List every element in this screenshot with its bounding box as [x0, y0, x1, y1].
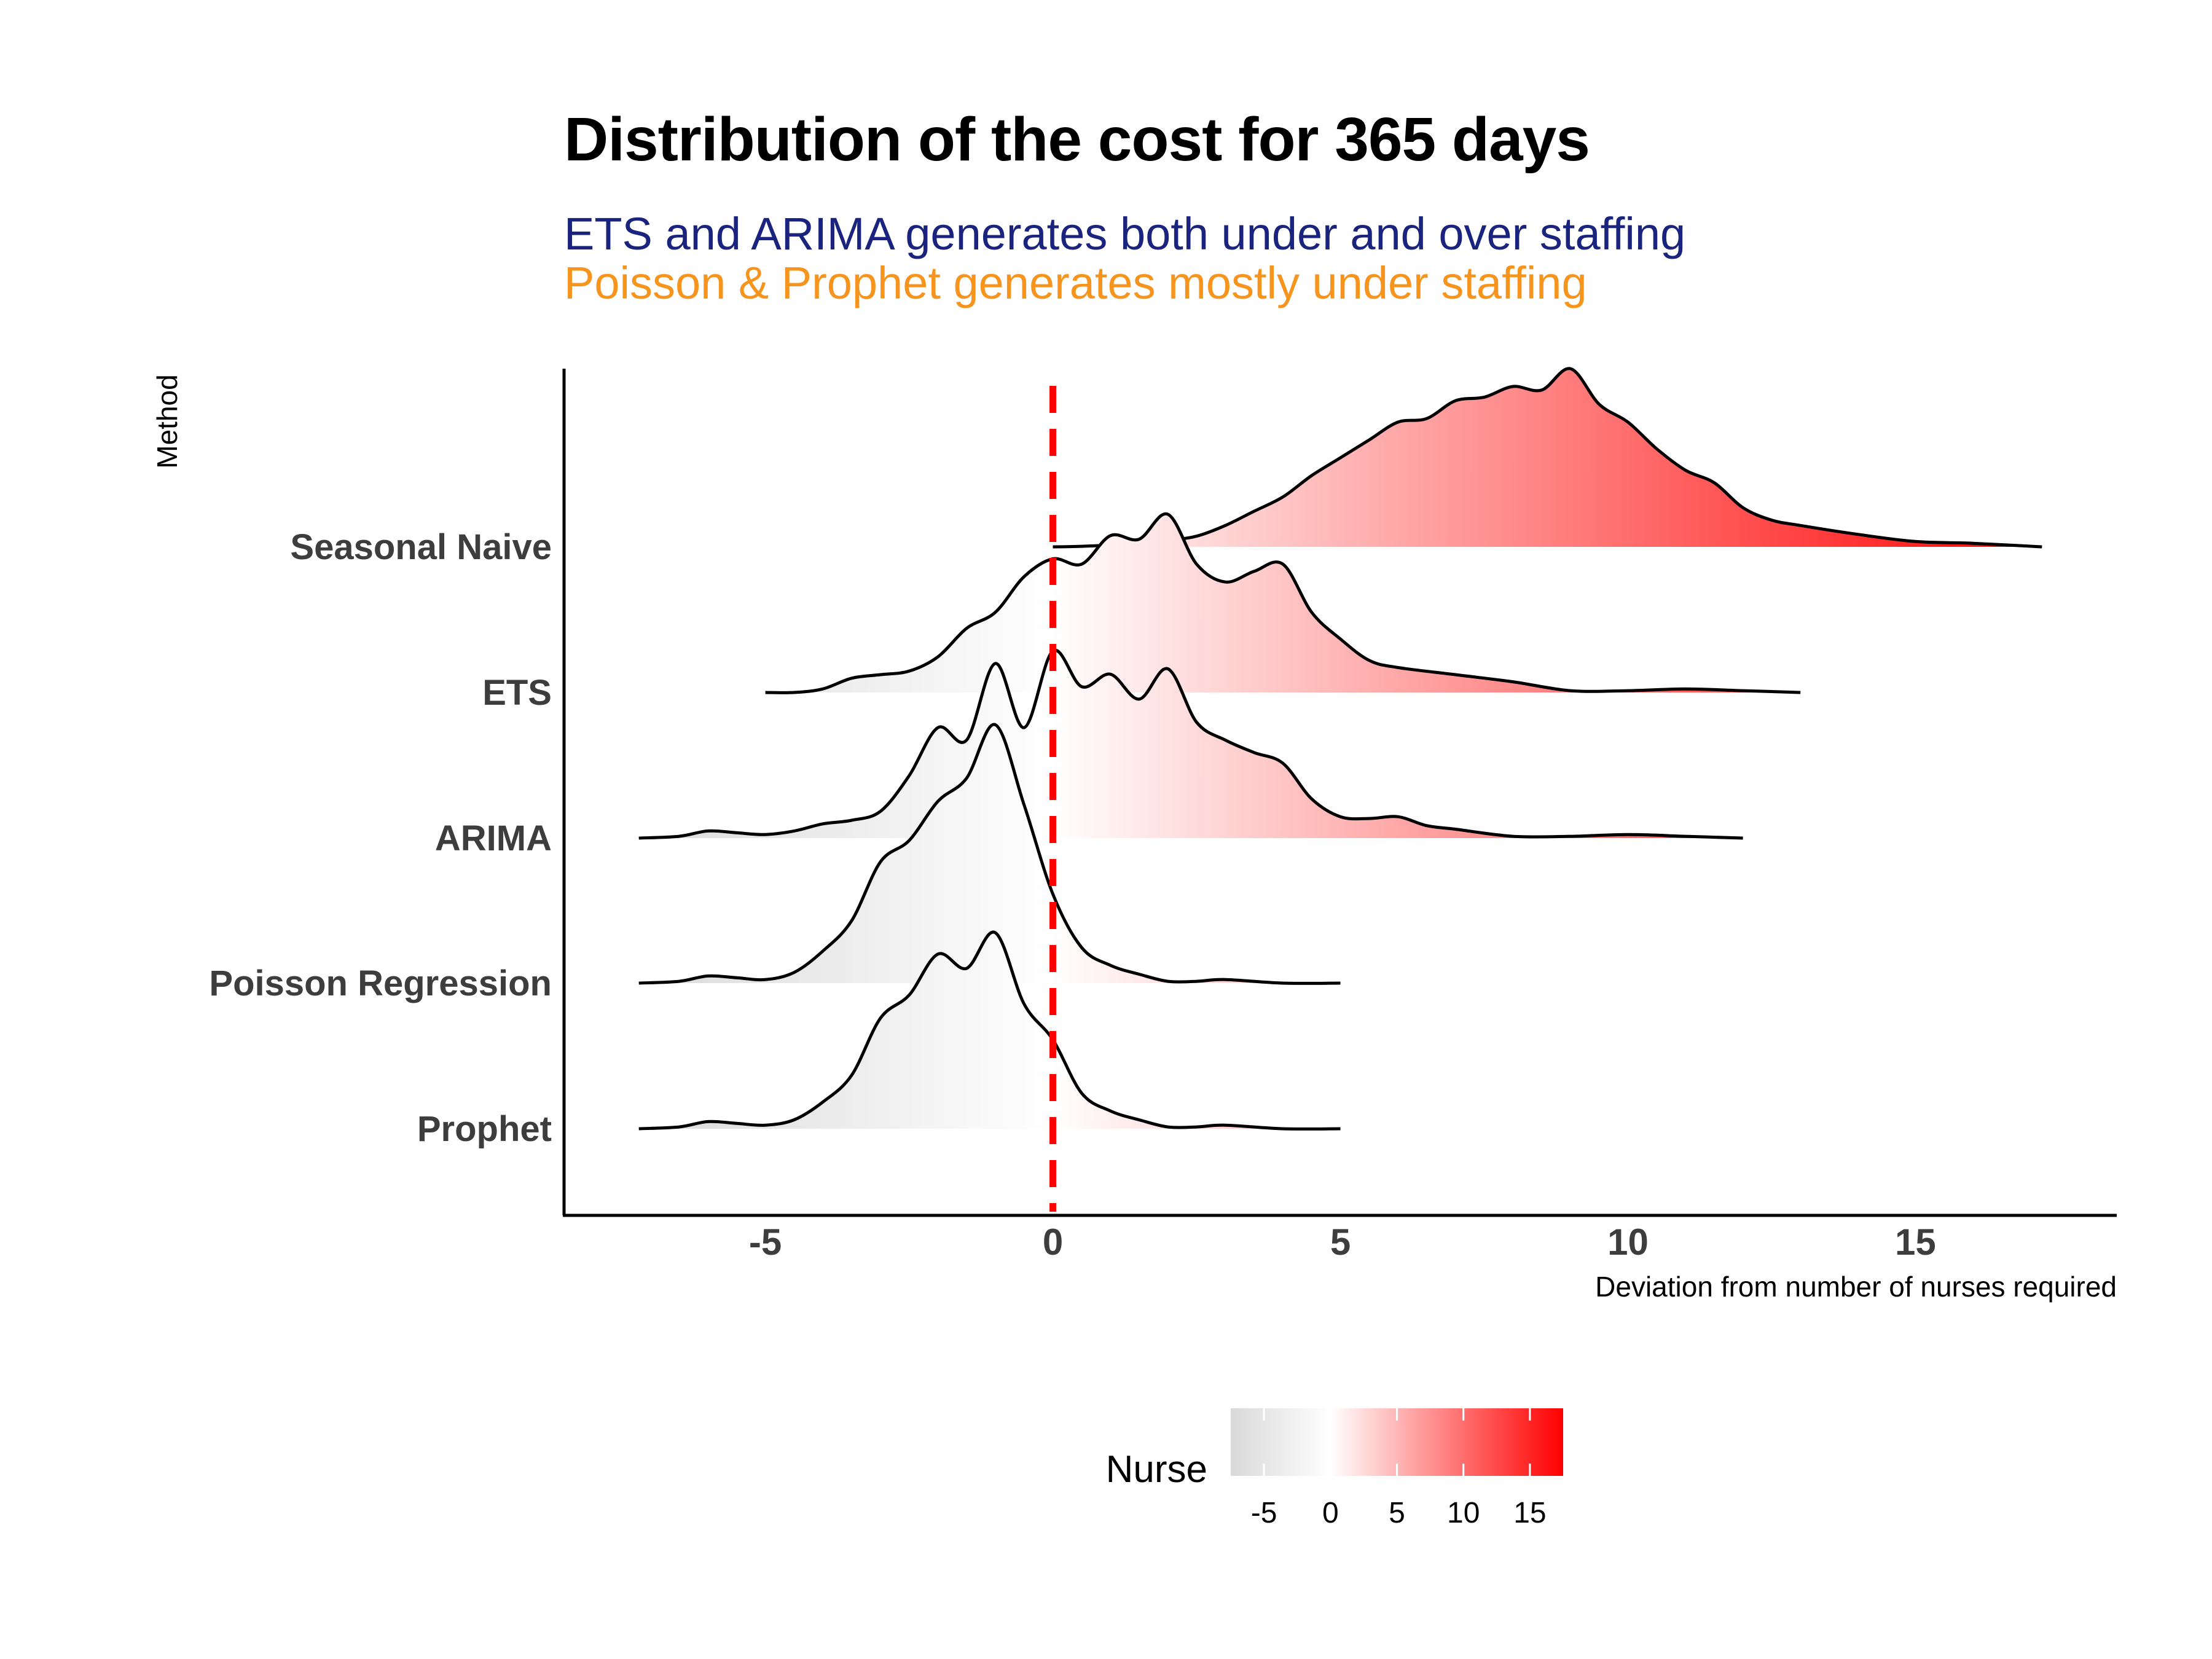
x-tick-label: 15 — [1895, 1222, 1936, 1263]
ridge-fill-poisson-regression — [638, 724, 1341, 984]
ridge-fill-ets — [765, 514, 1801, 693]
axes-layer: -5 0 5 10 15 Seasonal Naive ETS ARIMA Poisson Re… — [151, 369, 2117, 1303]
ridge-fill-arima — [638, 650, 1743, 838]
x-tick-label: 5 — [1330, 1222, 1351, 1263]
ridge-line-arima — [638, 648, 1743, 840]
y-tick-label: Poisson Regression — [209, 963, 552, 1003]
y-tick-label: Prophet — [417, 1109, 552, 1149]
legend-title: Nurse — [1106, 1448, 1207, 1491]
legend-tick-label: -5 — [1251, 1497, 1277, 1529]
ridge-fill-prophet — [638, 931, 1341, 1129]
ridge-line-prophet — [638, 930, 1341, 1131]
x-tick-label: -5 — [749, 1222, 782, 1263]
legend-layer: -5 0 5 10 15 Nurse — [1106, 1408, 1563, 1529]
y-axis-title: Method — [151, 374, 183, 468]
y-tick-label: ARIMA — [435, 818, 552, 858]
legend-tick-label: 10 — [1447, 1497, 1480, 1529]
ridge-line-ets — [765, 512, 1801, 694]
legend-tick-label: 0 — [1322, 1497, 1339, 1529]
ridges-layer — [638, 367, 2042, 1131]
y-tick-label: Seasonal Naive — [290, 527, 552, 567]
x-axis-title: Deviation from number of nurses required — [1595, 1271, 2117, 1303]
legend-tick-label: 5 — [1389, 1497, 1405, 1529]
subtitle-line2: Poisson & Prophet generates mostly under… — [564, 257, 1587, 308]
x-tick-label: 0 — [1043, 1222, 1063, 1263]
y-tick-label: ETS — [482, 673, 552, 713]
chart-title: Distribution of the cost for 365 days — [564, 105, 1590, 174]
ridge-fill-seasonal-naive — [1053, 368, 2042, 547]
subtitle-line1: ETS and ARIMA generates both under and o… — [564, 208, 1686, 259]
legend-tick-label: 15 — [1513, 1497, 1546, 1529]
x-tick-label: 10 — [1607, 1222, 1649, 1263]
ridge-line-poisson-regression — [638, 723, 1341, 985]
ridge-line-seasonal-naive — [1053, 367, 2042, 549]
